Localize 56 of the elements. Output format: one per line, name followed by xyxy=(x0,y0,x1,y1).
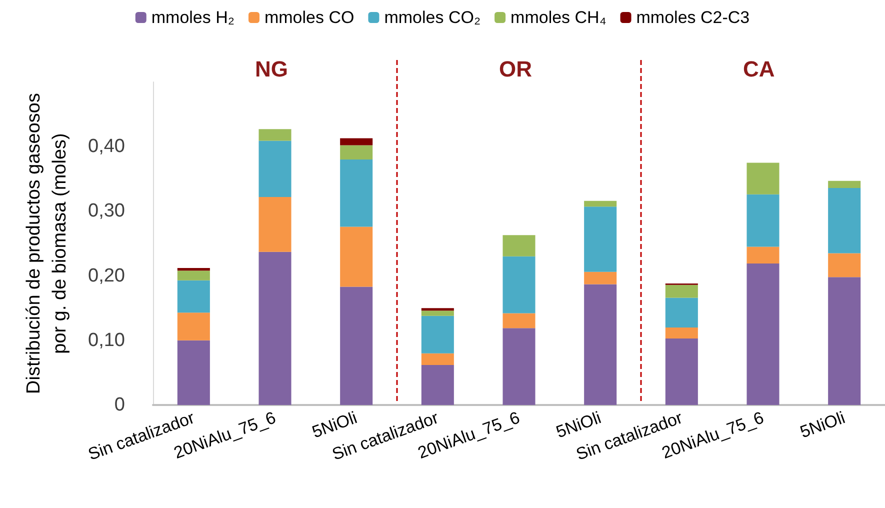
bar xyxy=(746,264,780,405)
bar xyxy=(665,338,698,405)
bar xyxy=(584,206,617,272)
x-tick-label: 5NiOli xyxy=(310,408,360,442)
x-tick-label: 5NiOli xyxy=(554,408,604,442)
bar xyxy=(177,280,210,313)
bar xyxy=(746,194,780,247)
bar xyxy=(665,298,698,328)
bar xyxy=(502,235,536,256)
bar xyxy=(340,138,373,146)
y-tick-label: 0 xyxy=(114,394,125,416)
text: NG xyxy=(255,56,288,82)
bar xyxy=(177,312,210,340)
y-tick-label: 0,40 xyxy=(88,136,125,158)
bar xyxy=(665,284,698,298)
text: CA xyxy=(743,56,775,82)
bar xyxy=(502,328,536,405)
bar xyxy=(502,313,536,328)
bar xyxy=(340,226,373,287)
bar xyxy=(421,316,454,354)
bar xyxy=(828,277,861,405)
x-tick-label: 5NiOli xyxy=(798,408,848,442)
bar xyxy=(340,160,373,227)
y-tick-label: 0,20 xyxy=(88,265,125,286)
bar xyxy=(177,268,210,271)
bar xyxy=(421,308,454,311)
legend-label: mmoles CO xyxy=(264,8,354,27)
bar xyxy=(177,270,210,280)
bar xyxy=(584,272,617,284)
legend-label: mmoles CO₂ xyxy=(384,8,481,27)
bar xyxy=(177,340,210,405)
bar xyxy=(584,200,617,207)
y-tick-label: 0,30 xyxy=(88,200,125,222)
y-axis-title: Distribución de productos gaseosos por g. de biomasa (moles) xyxy=(24,92,70,394)
bar xyxy=(258,129,292,141)
bar xyxy=(746,246,780,264)
legend-label: mmoles C2-C3 xyxy=(636,8,750,27)
bar xyxy=(584,284,617,405)
text: OR xyxy=(499,56,532,82)
y-tick-label: 0,10 xyxy=(88,330,125,351)
bar xyxy=(258,196,292,252)
bar xyxy=(258,252,292,405)
bar xyxy=(828,253,861,278)
bar xyxy=(340,145,373,160)
legend-label: mmoles CH₄ xyxy=(510,8,606,27)
bar xyxy=(421,364,454,405)
bar xyxy=(258,140,292,197)
bar xyxy=(502,256,536,314)
bar xyxy=(421,353,454,365)
bar xyxy=(828,180,861,188)
legend-label: mmoles H₂ xyxy=(151,8,234,27)
bar xyxy=(340,286,373,405)
bar xyxy=(828,188,861,254)
bar xyxy=(421,310,454,316)
bar xyxy=(665,327,698,338)
bar xyxy=(746,162,780,194)
